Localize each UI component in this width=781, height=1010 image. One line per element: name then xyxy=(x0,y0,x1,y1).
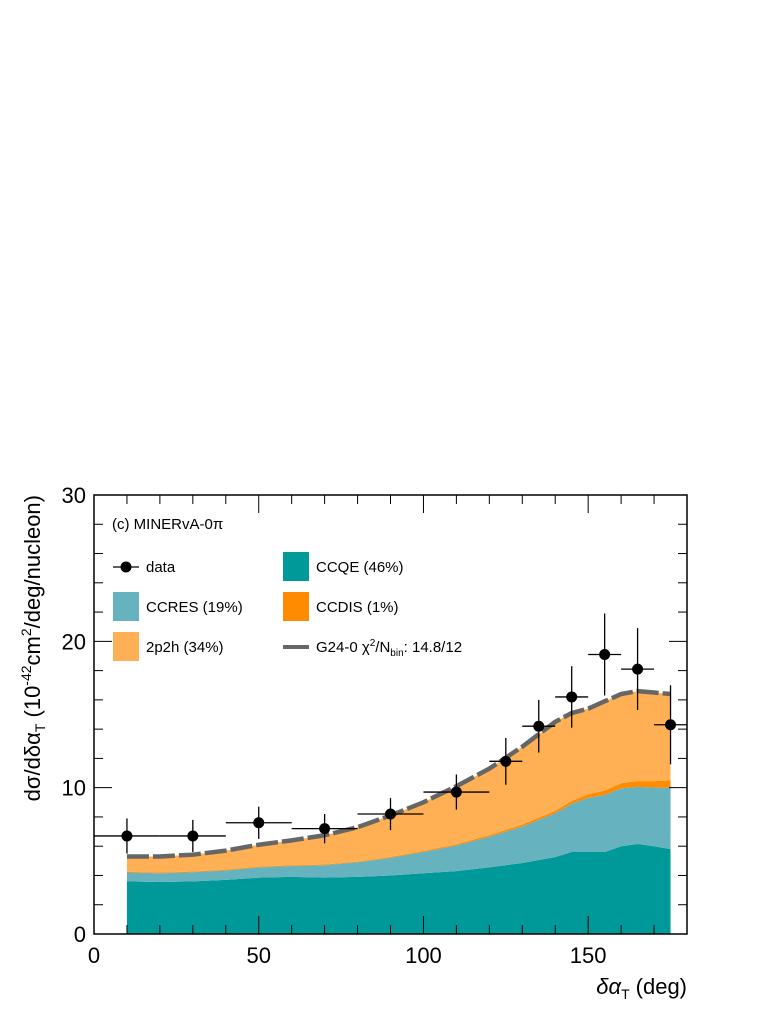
data-marker xyxy=(665,719,677,731)
data-point xyxy=(357,797,424,831)
panel-label: (c) MINERvA-0π xyxy=(112,516,223,533)
y-tick-label: 0 xyxy=(74,922,86,947)
x-tick-label: 50 xyxy=(246,943,270,968)
stack-areas xyxy=(126,691,671,934)
legend-ccdis-swatch xyxy=(283,592,309,621)
y-axis-title: dσ/dδαT (10-42cm2/deg/nucleon) xyxy=(18,495,48,801)
data-point xyxy=(621,628,655,711)
data-marker xyxy=(187,830,199,842)
data-point xyxy=(522,699,556,753)
data-marker xyxy=(319,823,331,835)
y-tick-label: 10 xyxy=(62,776,86,801)
x-tick-label: 150 xyxy=(570,943,607,968)
data-point xyxy=(654,685,687,765)
data-marker xyxy=(566,691,578,703)
data-point xyxy=(291,814,358,844)
axis-ticks: 0 50 100 150 0 10 20 30 xyxy=(62,483,688,968)
area-2p2h xyxy=(126,691,671,873)
data-marker xyxy=(450,786,462,798)
data-point xyxy=(555,666,589,728)
legend-ccdis-label: CCDIS (1%) xyxy=(316,599,399,616)
legend-data-marker xyxy=(120,561,132,573)
legend: data CCQE (46%) CCRES (19%) CCDIS (1%) 2… xyxy=(113,552,462,661)
legend-ccres-swatch xyxy=(113,592,139,621)
y-tick-label: 30 xyxy=(62,483,86,508)
x-axis-title: δαT (deg) xyxy=(596,974,687,1002)
legend-data-label: data xyxy=(146,559,176,576)
data-point xyxy=(588,613,622,696)
data-point xyxy=(423,774,490,810)
legend-2p2h-label: 2p2h (34%) xyxy=(146,639,224,656)
area-ccdis xyxy=(126,780,671,874)
x-tick-label: 0 xyxy=(88,943,100,968)
data-marker xyxy=(533,720,545,732)
y-tick-label: 20 xyxy=(62,629,86,654)
legend-ccqe-swatch xyxy=(283,552,309,581)
data-marker xyxy=(253,817,265,829)
legend-ccres-label: CCRES (19%) xyxy=(146,599,243,616)
legend-total-label: G24-0 χ2/Nbin: 14.8/12 xyxy=(316,638,462,659)
data-points xyxy=(94,613,687,854)
data-point xyxy=(94,818,160,854)
data-point xyxy=(225,806,292,839)
data-marker xyxy=(599,649,611,661)
data-point xyxy=(159,819,226,853)
area-ccqe xyxy=(126,844,671,934)
data-marker xyxy=(121,830,133,842)
data-marker xyxy=(632,663,644,675)
legend-ccqe-label: CCQE (46%) xyxy=(316,559,404,576)
data-marker xyxy=(385,808,396,820)
x-tick-label: 100 xyxy=(405,943,442,968)
data-marker xyxy=(500,755,512,767)
legend-2p2h-swatch xyxy=(113,632,139,661)
area-ccres xyxy=(126,786,671,883)
data-point xyxy=(489,737,523,785)
